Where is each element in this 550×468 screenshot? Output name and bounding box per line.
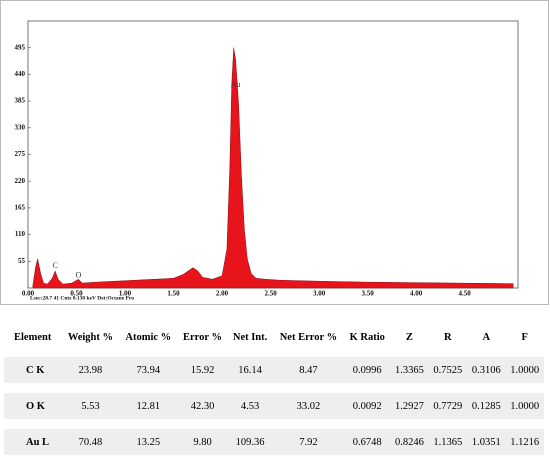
table-cell: 7.92 xyxy=(272,429,345,455)
table-cell: 1.1365 xyxy=(428,429,468,455)
column-header: F xyxy=(521,332,528,343)
table-cell: 42.30 xyxy=(177,393,228,419)
spectrum xyxy=(32,47,514,289)
peak-label: Au xyxy=(231,80,241,89)
table-cell: 1.0000 xyxy=(505,357,544,383)
column-header: Z xyxy=(405,332,413,343)
peak-label: O xyxy=(76,271,82,280)
column-header: A xyxy=(482,332,491,343)
column-header: Element xyxy=(14,332,52,343)
table-cell: 8.47 xyxy=(272,357,345,383)
x-tick-label: 1.50 xyxy=(167,290,180,298)
table-cell: 1.1216 xyxy=(505,429,544,455)
table-cell: 70.48 xyxy=(61,429,120,455)
plot-frame xyxy=(27,20,519,289)
table-cell: 15.92 xyxy=(177,357,228,383)
y-tick-label: 275 xyxy=(15,150,26,158)
column-header: K Ratio xyxy=(349,332,385,343)
column-header: R xyxy=(444,332,452,343)
table-cell: 109.36 xyxy=(227,429,273,455)
table-cell: 33.02 xyxy=(272,393,345,419)
x-tick-label: 2.00 xyxy=(216,290,229,298)
column-header: Error % xyxy=(183,332,222,343)
y-tick-label: 495 xyxy=(15,43,26,51)
y-tick-label: 385 xyxy=(15,97,26,105)
table-cell: C K xyxy=(4,357,62,383)
y-tick-label: 165 xyxy=(15,204,26,212)
column-header: Atomic % xyxy=(125,332,172,343)
x-tick-label: 4.50 xyxy=(459,290,472,298)
table-cell: 0.7525 xyxy=(428,357,468,383)
table-cell: 0.3106 xyxy=(467,357,506,383)
x-tick-label: 4.00 xyxy=(410,290,423,298)
table-row: C K 23.98 73.94 15.92 16.14 8.47 0.0996 1.3365 0… xyxy=(4,357,544,383)
results-table: Element Weight % Atomic % Error % Net Int. Ne… xyxy=(4,318,544,465)
table-cell: 1.0000 xyxy=(505,393,544,419)
peak-label: C xyxy=(52,261,57,270)
footer: Lsec:28.7 41 Cnts 0.130 keV Det:Octane P… xyxy=(30,295,134,301)
table-cell: 16.14 xyxy=(227,357,273,383)
table-cell: O K xyxy=(4,393,62,419)
table-cell: Au L xyxy=(4,429,62,455)
x-tick-label: 3.50 xyxy=(361,290,374,298)
table-row: Au L 70.48 13.25 9.80 109.36 7.92 0.6748 0.8246… xyxy=(4,429,544,455)
table-cell: 4.53 xyxy=(227,393,273,419)
x-tick-label: 2.50 xyxy=(264,290,277,298)
table-cell: 9.80 xyxy=(177,429,228,455)
y-tick-label: 220 xyxy=(15,177,26,185)
table-cell: 12.81 xyxy=(119,393,178,419)
y-tick-label: 110 xyxy=(15,230,26,238)
table-cell: 0.1285 xyxy=(467,393,506,419)
y-tick-label: 55 xyxy=(18,257,26,265)
table-cell: 1.3365 xyxy=(390,357,429,383)
table-cell: 13.25 xyxy=(119,429,178,455)
x-tick-label: 0.00 xyxy=(22,290,35,298)
column-header: Net Error % xyxy=(279,332,338,343)
table-cell: 1.0351 xyxy=(467,429,506,455)
y-tick-label: 440 xyxy=(15,70,26,78)
table-cell: 0.8246 xyxy=(390,429,429,455)
table-cell: 23.98 xyxy=(61,357,120,383)
y-tick-label: 330 xyxy=(15,123,26,131)
table-cell: 73.94 xyxy=(119,357,178,383)
table-cell: 1.2927 xyxy=(390,393,429,419)
table-cell: 0.6748 xyxy=(344,429,391,455)
x-tick-label: 0.50 xyxy=(70,290,83,298)
table-cell: 5.53 xyxy=(61,393,120,419)
column-header: Net Int. xyxy=(232,332,268,343)
x-tick-label: 3.00 xyxy=(313,290,326,298)
x-tick-label: 1.00 xyxy=(119,290,132,298)
chart: Lsec:28.7 41 Cnts 0.130 keV Det:Octane P… xyxy=(0,0,549,305)
table-cell: 0.0996 xyxy=(344,357,391,383)
table-cell: 0.7729 xyxy=(428,393,468,419)
column-header: Weight % xyxy=(67,332,114,343)
table-row: O K 5.53 12.81 42.30 4.53 33.02 0.0092 1.2927 0.… xyxy=(4,393,544,419)
table-cell: 0.0092 xyxy=(344,393,391,419)
